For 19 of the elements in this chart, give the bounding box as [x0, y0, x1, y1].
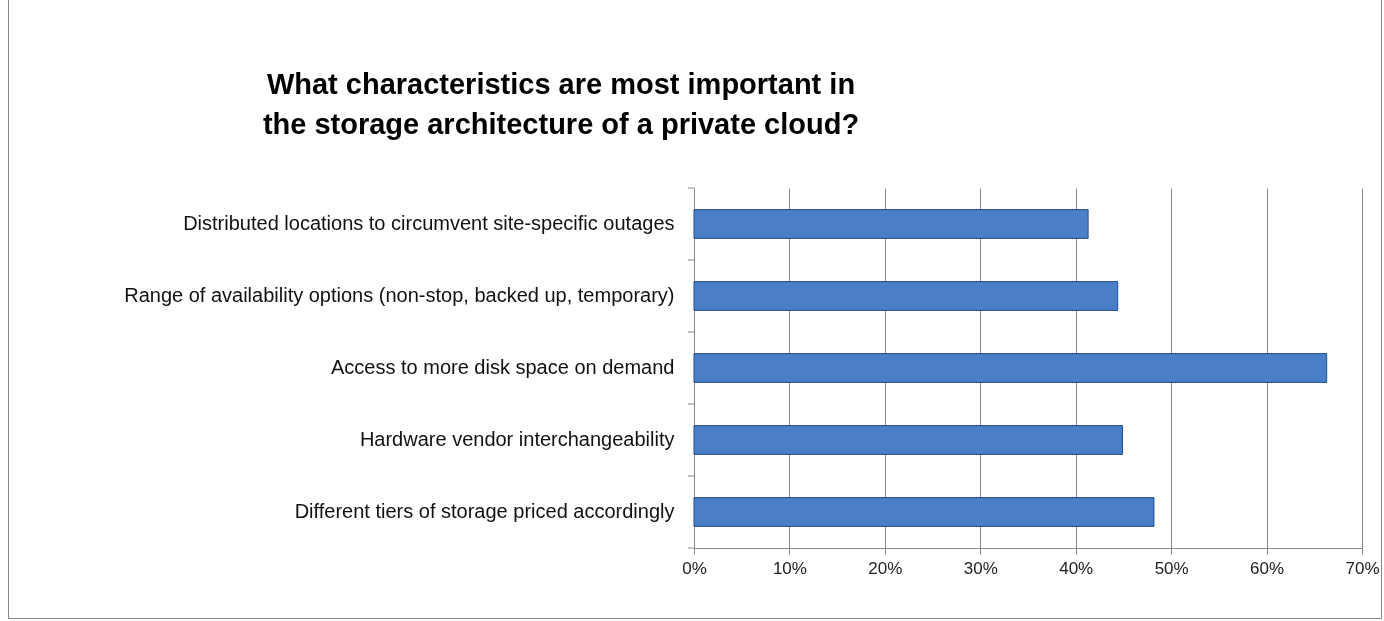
x-tick-label: 0% [682, 558, 707, 578]
chart-title: What characteristics are most important in the storage architecture of a private cloud? [262, 67, 860, 140]
x-tick-label: 40% [1059, 558, 1094, 578]
x-tick-label: 70% [1345, 558, 1380, 578]
y-tick-label: Range of availability options (non-stop, backed up, temporary) [124, 284, 675, 306]
y-tick-label: Hardware vendor interchangeability [359, 428, 675, 450]
bar [693, 353, 1328, 383]
y-tick-label: Access to more disk space on demand [330, 356, 675, 378]
x-tick-label: 50% [1154, 558, 1189, 578]
y-tick-label: Different tiers of storage priced accordingly [294, 500, 675, 522]
y-tick-label: Distributed locations to circumvent site-specific outages [183, 212, 675, 234]
bar [693, 497, 1155, 527]
bar [693, 281, 1119, 311]
x-tick-label: 60% [1250, 558, 1285, 578]
bar [693, 209, 1089, 239]
x-tick-label: 20% [868, 558, 903, 578]
x-tick-label: 30% [963, 558, 998, 578]
bar [693, 425, 1123, 455]
x-tick-label: 10% [772, 558, 807, 578]
